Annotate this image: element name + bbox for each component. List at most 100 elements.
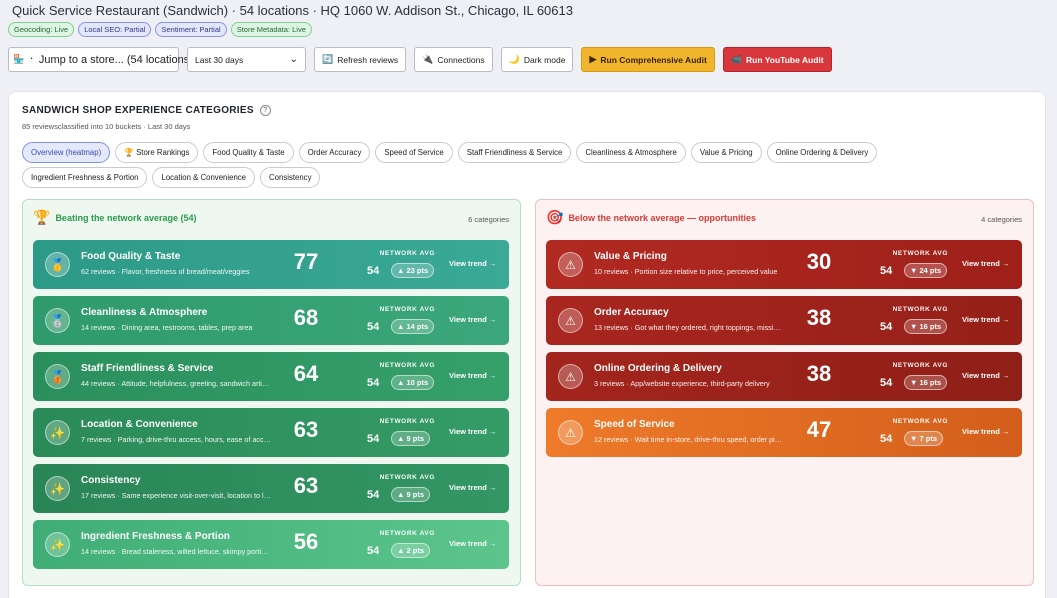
category-description: 10 reviews · Portion size relative to pr… [594, 267, 778, 276]
text-cursor-icon: ᛫ [28, 53, 35, 66]
view-trend-link[interactable]: View trend → [449, 483, 497, 492]
tab-order-accuracy[interactable]: Order Accuracy [298, 142, 371, 163]
panel-title: SANDWICH SHOP EXPERIENCE CATEGORIES ? [22, 105, 271, 116]
tab-food-quality[interactable]: Food Quality & Taste [203, 142, 294, 163]
category-card[interactable]: ✨ Consistency 17 reviews · Same experien… [33, 464, 509, 513]
run-youtube-audit-label: Run YouTube Audit [746, 54, 824, 65]
delta-badge: ▼ 24 pts [904, 263, 948, 278]
category-description: 14 reviews · Dining area, restrooms, tab… [81, 323, 253, 332]
view-trend-link[interactable]: View trend → [962, 371, 1010, 380]
delta-badge: ▲ 9 pts [391, 431, 431, 446]
tab-store-rankings[interactable]: 🏆 Store Rankings [115, 142, 199, 163]
help-icon[interactable]: ? [259, 105, 271, 116]
plug-icon: 🔌 [422, 54, 434, 64]
warning-icon: ⚠ [558, 364, 583, 389]
category-name: Value & Pricing [594, 251, 667, 262]
above-average-heading: 🏆 Beating the network average (54) [33, 209, 196, 226]
connections-button[interactable]: 🔌 Connections [414, 47, 493, 72]
above-average-heading-text: Beating the network average (54) [55, 212, 197, 223]
view-trend-link[interactable]: View trend → [962, 259, 1010, 268]
store-jump-input[interactable]: 🏪 ᛫ Jump to a store... (54 locations) [8, 47, 193, 72]
category-card[interactable]: 🥉 Staff Friendliness & Service 44 review… [33, 352, 509, 401]
network-avg-value: 54 [367, 377, 380, 389]
delta-badge: ▼ 7 pts [904, 431, 944, 446]
tab-staff-friendliness[interactable]: Staff Friendliness & Service [457, 142, 572, 163]
status-chip-sentiment: Sentiment: Partial [155, 22, 227, 37]
tab-location-convenience[interactable]: Location & Convenience [152, 167, 256, 188]
refresh-reviews-label: Refresh reviews [337, 54, 399, 65]
category-score: 30 [806, 249, 832, 274]
run-youtube-audit-button[interactable]: 📹 Run YouTube Audit [722, 47, 832, 72]
category-name: Speed of Service [594, 419, 675, 430]
view-trend-link[interactable]: View trend → [449, 427, 497, 436]
refresh-reviews-button[interactable]: 🔄 Refresh reviews [314, 47, 407, 72]
view-trend-link[interactable]: View trend → [962, 315, 1010, 324]
network-avg-value: 54 [367, 489, 380, 501]
dark-mode-label: Dark mode [523, 54, 566, 65]
target-icon: 🎯 [546, 209, 564, 225]
date-range-select[interactable]: Last 30 days ⌄ [187, 47, 306, 72]
view-trend-link[interactable]: View trend → [449, 539, 497, 548]
video-camera-icon: 📹 [730, 54, 742, 64]
bronze-medal-icon: 🥉 [45, 364, 70, 389]
sparkles-icon: ✨ [45, 476, 70, 501]
category-description: 7 reviews · Parking, drive-thru access, … [81, 435, 271, 444]
category-score: 47 [806, 417, 832, 442]
view-trend-link[interactable]: View trend → [449, 371, 497, 380]
network-avg-label: NETWORK AVG [379, 362, 435, 369]
delta-badge: ▲ 9 pts [391, 487, 431, 502]
network-avg-value: 54 [367, 265, 380, 277]
store-jump-label: Jump to a store... (54 locations) [38, 53, 193, 66]
tab-cleanliness[interactable]: Cleanliness & Atmosphere [576, 142, 686, 163]
network-avg-value: 54 [880, 265, 893, 277]
warning-icon: ⚠ [558, 420, 583, 445]
sparkles-icon: ✨ [45, 420, 70, 445]
play-icon: ▶ [589, 54, 597, 64]
category-name: Ingredient Freshness & Portion [81, 531, 230, 542]
tab-online-ordering[interactable]: Online Ordering & Delivery [766, 142, 878, 163]
network-avg-label: NETWORK AVG [892, 306, 948, 313]
network-avg-label: NETWORK AVG [379, 306, 435, 313]
view-trend-link[interactable]: View trend → [449, 259, 497, 268]
network-avg-label: NETWORK AVG [379, 474, 435, 481]
category-card[interactable]: 🥈 Cleanliness & Atmosphere 14 reviews · … [33, 296, 509, 345]
category-description: 3 reviews · App/website experience, thir… [594, 379, 770, 388]
chevron-down-icon: ⌄ [289, 54, 298, 65]
category-card[interactable]: ✨ Location & Convenience 7 reviews · Par… [33, 408, 509, 457]
tab-ingredient-freshness[interactable]: Ingredient Freshness & Portion [22, 167, 148, 188]
category-card[interactable]: ✨ Ingredient Freshness & Portion 14 revi… [33, 520, 509, 569]
delta-badge: ▼ 16 pts [904, 375, 948, 390]
category-name: Location & Convenience [81, 419, 198, 430]
run-comprehensive-audit-button[interactable]: ▶ Run Comprehensive Audit [581, 47, 715, 72]
category-description: 17 reviews · Same experience visit-over-… [81, 491, 271, 500]
category-description: 12 reviews · Wait time in-store, drive-t… [594, 435, 784, 444]
network-avg-label: NETWORK AVG [379, 530, 435, 537]
category-card[interactable]: ⚠ Order Accuracy 13 reviews · Got what t… [546, 296, 1022, 345]
network-avg-label: NETWORK AVG [892, 250, 948, 257]
tab-consistency[interactable]: Consistency [260, 167, 321, 188]
category-score: 38 [806, 361, 832, 386]
warning-icon: ⚠ [558, 252, 583, 277]
below-average-heading-text: Below the network average — opportunitie… [568, 212, 756, 223]
category-card[interactable]: ⚠ Speed of Service 12 reviews · Wait tim… [546, 408, 1022, 457]
network-avg-label: NETWORK AVG [379, 418, 435, 425]
trophy-icon: 🏆 [33, 209, 51, 225]
dark-mode-button[interactable]: 🌙 Dark mode [500, 47, 574, 72]
view-trend-link[interactable]: View trend → [449, 315, 497, 324]
network-avg-value: 54 [880, 433, 893, 445]
tab-value-pricing[interactable]: Value & Pricing [690, 142, 762, 163]
category-card[interactable]: 🥇 Food Quality & Taste 62 reviews · Flav… [33, 240, 509, 289]
delta-badge: ▲ 14 pts [391, 319, 435, 334]
category-card[interactable]: ⚠ Value & Pricing 10 reviews · Portion s… [546, 240, 1022, 289]
tab-overview[interactable]: Overview (heatmap) [22, 142, 111, 163]
sparkles-icon: ✨ [45, 532, 70, 557]
status-chip-geocoding: Geocoding: Live [8, 22, 75, 37]
category-card[interactable]: ⚠ Online Ordering & Delivery 3 reviews ·… [546, 352, 1022, 401]
delta-badge: ▼ 16 pts [904, 319, 948, 334]
view-trend-link[interactable]: View trend → [962, 427, 1010, 436]
category-description: 62 reviews · Flavor, freshness of bread/… [81, 267, 250, 276]
tab-speed-of-service[interactable]: Speed of Service [375, 142, 453, 163]
delta-badge: ▲ 10 pts [391, 375, 435, 390]
category-score: 77 [293, 249, 319, 274]
category-description: 14 reviews · Bread staleness, wilted let… [81, 547, 271, 556]
